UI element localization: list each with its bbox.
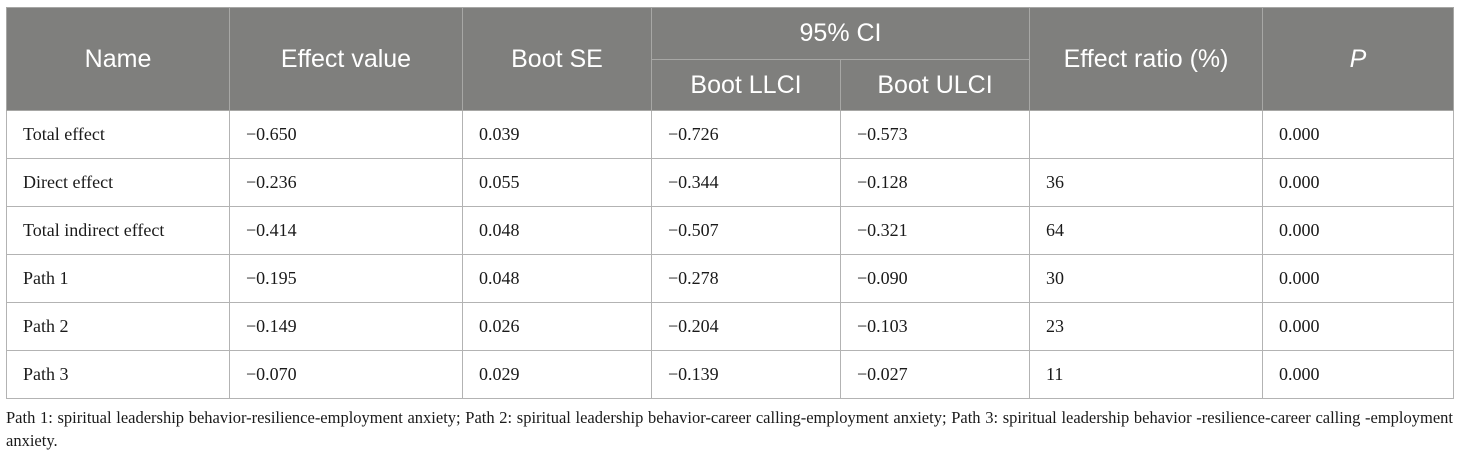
cell-p: 0.000 bbox=[1262, 350, 1455, 399]
cell-boot-se: 0.039 bbox=[462, 110, 652, 159]
cell-name: Total indirect effect bbox=[6, 206, 230, 255]
cell-name: Path 3 bbox=[6, 350, 230, 399]
table-row: Path 3 −0.070 0.029 −0.139 −0.027 11 0.0… bbox=[6, 350, 1455, 399]
cell-p: 0.000 bbox=[1262, 110, 1455, 159]
table-footnote: Path 1: spiritual leadership behavior-re… bbox=[6, 408, 1453, 450]
cell-boot-ulci: −0.027 bbox=[839, 350, 1031, 399]
cell-effect-ratio: 11 bbox=[1029, 350, 1264, 399]
cell-boot-ulci: −0.573 bbox=[839, 110, 1031, 159]
header-effect-value: Effect value bbox=[229, 7, 463, 111]
cell-effect-value: −0.195 bbox=[229, 254, 463, 303]
cell-boot-llci: −0.278 bbox=[651, 254, 841, 303]
cell-effect-value: −0.650 bbox=[229, 110, 463, 159]
header-p: P bbox=[1262, 7, 1455, 111]
cell-boot-llci: −0.344 bbox=[651, 158, 841, 207]
header-boot-llci: Boot LLCI bbox=[651, 59, 841, 111]
cell-boot-ulci: −0.090 bbox=[839, 254, 1031, 303]
cell-name: Path 1 bbox=[6, 254, 230, 303]
header-boot-ulci: Boot ULCI bbox=[839, 59, 1031, 111]
cell-p: 0.000 bbox=[1262, 206, 1455, 255]
cell-effect-ratio: 36 bbox=[1029, 158, 1264, 207]
mediation-effects-table: Name Effect value Boot SE 95% CI Effect … bbox=[6, 7, 1455, 399]
cell-boot-llci: −0.507 bbox=[651, 206, 841, 255]
results-table-container: Name Effect value Boot SE 95% CI Effect … bbox=[6, 7, 1455, 399]
cell-boot-se: 0.029 bbox=[462, 350, 652, 399]
table-row: Path 2 −0.149 0.026 −0.204 −0.103 23 0.0… bbox=[6, 302, 1455, 351]
cell-boot-se: 0.055 bbox=[462, 158, 652, 207]
cell-effect-ratio: 23 bbox=[1029, 302, 1264, 351]
cell-effect-value: −0.414 bbox=[229, 206, 463, 255]
cell-p: 0.000 bbox=[1262, 254, 1455, 303]
cell-boot-se: 0.048 bbox=[462, 254, 652, 303]
table-row: Total effect −0.650 0.039 −0.726 −0.573 … bbox=[6, 110, 1455, 159]
cell-boot-llci: −0.726 bbox=[651, 110, 841, 159]
cell-boot-ulci: −0.103 bbox=[839, 302, 1031, 351]
cell-effect-ratio bbox=[1029, 110, 1264, 159]
cell-boot-se: 0.026 bbox=[462, 302, 652, 351]
cell-p: 0.000 bbox=[1262, 302, 1455, 351]
cell-name: Total effect bbox=[6, 110, 230, 159]
header-boot-se: Boot SE bbox=[462, 7, 652, 111]
header-effect-ratio: Effect ratio (%) bbox=[1029, 7, 1264, 111]
cell-effect-ratio: 64 bbox=[1029, 206, 1264, 255]
cell-boot-se: 0.048 bbox=[462, 206, 652, 255]
cell-p: 0.000 bbox=[1262, 158, 1455, 207]
cell-effect-ratio: 30 bbox=[1029, 254, 1264, 303]
cell-name: Direct effect bbox=[6, 158, 230, 207]
cell-name: Path 2 bbox=[6, 302, 230, 351]
cell-effect-value: −0.149 bbox=[229, 302, 463, 351]
cell-effect-value: −0.070 bbox=[229, 350, 463, 399]
table-row: Path 1 −0.195 0.048 −0.278 −0.090 30 0.0… bbox=[6, 254, 1455, 303]
cell-effect-value: −0.236 bbox=[229, 158, 463, 207]
cell-boot-llci: −0.139 bbox=[651, 350, 841, 399]
cell-boot-ulci: −0.321 bbox=[839, 206, 1031, 255]
cell-boot-ulci: −0.128 bbox=[839, 158, 1031, 207]
table-row: Total indirect effect −0.414 0.048 −0.50… bbox=[6, 206, 1455, 255]
header-name: Name bbox=[6, 7, 230, 111]
table-row: Direct effect −0.236 0.055 −0.344 −0.128… bbox=[6, 158, 1455, 207]
header-95-ci: 95% CI bbox=[650, 7, 1031, 60]
cell-boot-llci: −0.204 bbox=[651, 302, 841, 351]
